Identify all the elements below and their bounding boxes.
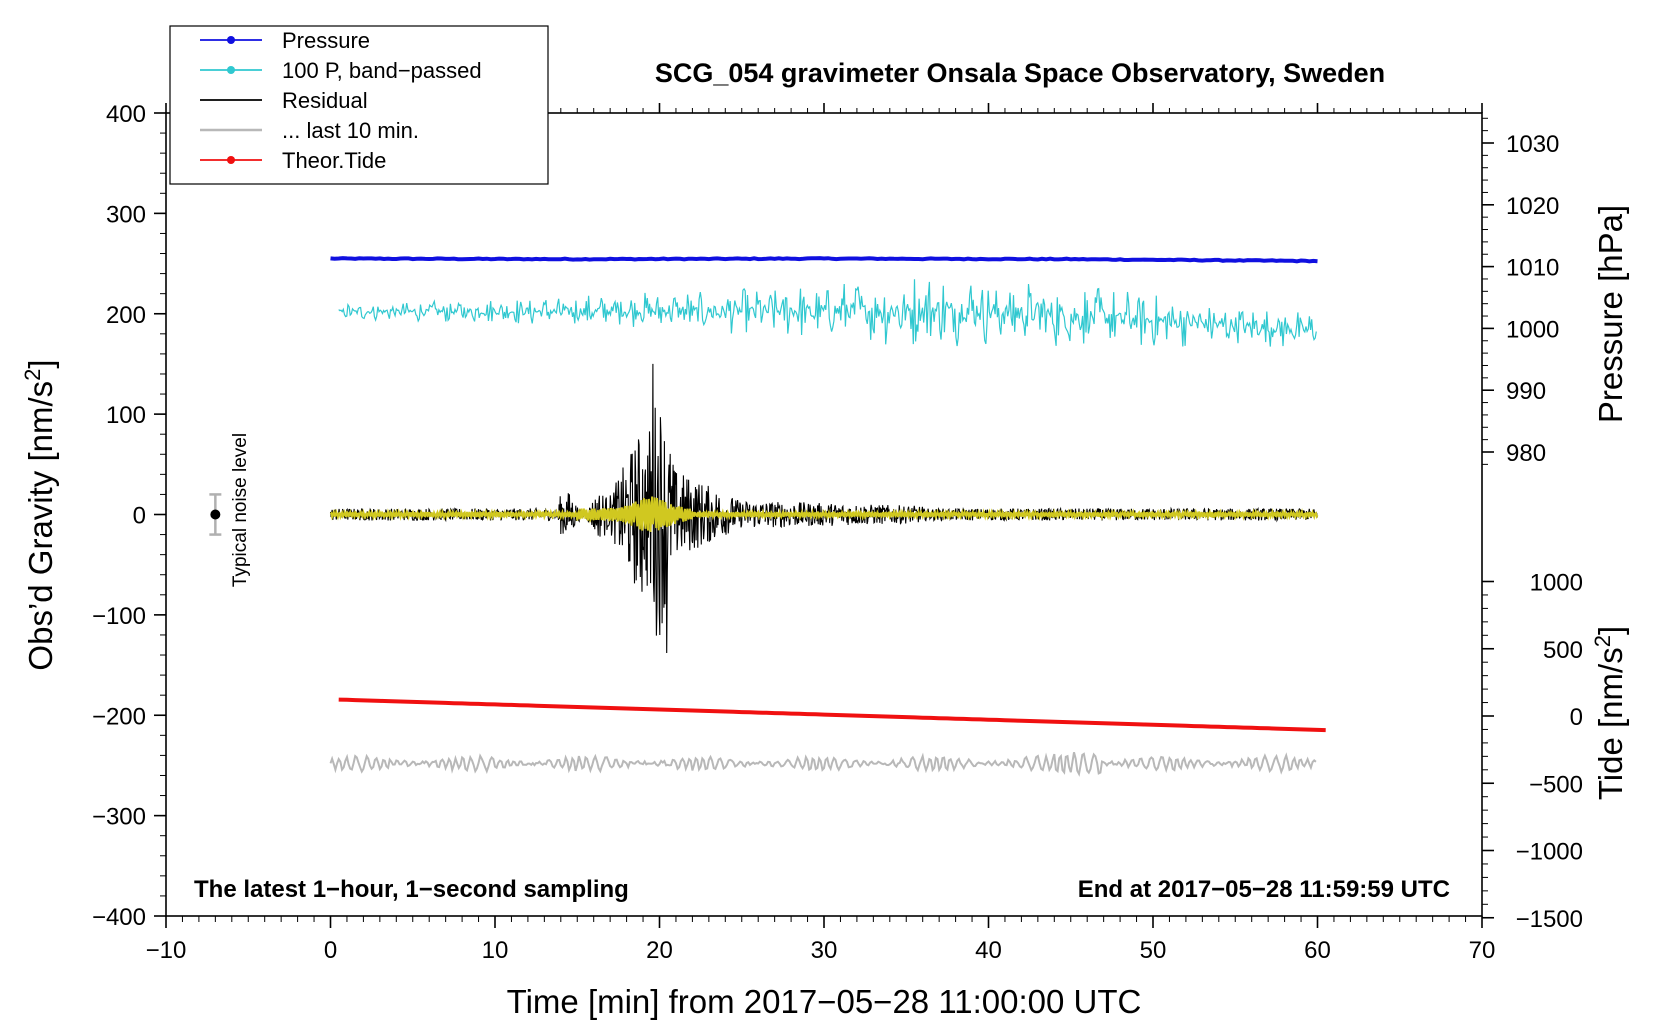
y-axis-label-tide-sup: 2 <box>1590 635 1615 647</box>
x-tick-label: −10 <box>146 937 187 964</box>
noise-level-label: Typical noise level <box>230 433 251 587</box>
y-axis-label-tide-close: ] <box>1592 626 1629 635</box>
y-left-tick-label: 100 <box>106 402 146 429</box>
legend-marker-pressure <box>227 36 235 44</box>
annotation-sampling: The latest 1−hour, 1−second sampling <box>194 876 629 903</box>
series-pressure-line <box>330 256 1318 264</box>
annotation-end-time: End at 2017−05−28 11:59:59 UTC <box>1078 876 1450 903</box>
pressure-tick-label: 1010 <box>1506 255 1559 282</box>
pressure-tick-label: 1000 <box>1506 316 1559 343</box>
tide-tick-label: −1500 <box>1516 906 1583 933</box>
noise-level-indicator: Typical noise level <box>209 433 251 587</box>
x-tick-label: 10 <box>482 937 509 964</box>
legend-box <box>169 25 549 185</box>
y-left-tick-label: −100 <box>92 603 146 630</box>
tick-label-layer: −10 0 10 20 30 40 50 60 704003002001000−100−200−… <box>92 101 1583 964</box>
legend-label-pressure: Pressure <box>282 28 370 53</box>
legend-label-theor-tide: Theor.Tide <box>282 148 386 173</box>
series-last10-offset-line <box>329 752 1317 777</box>
tide-tick-label: 1000 <box>1530 570 1583 597</box>
x-axis-label: Time [min] from 2017−05−28 11:00:00 UTC <box>507 983 1142 1020</box>
pressure-tick-label: 1030 <box>1506 131 1559 158</box>
y-axis-label-left: Obs’d Gravity [nm/s2] <box>20 359 59 670</box>
legend-marker-theor-tide <box>227 156 235 164</box>
x-tick-label: 20 <box>646 937 673 964</box>
x-tick-label: 50 <box>1140 937 1167 964</box>
legend: Pressure 100 P, band−passed Residual ... la… <box>169 25 549 185</box>
legend-label-last-10-min: ... last 10 min. <box>282 118 419 143</box>
noise-bar-center-dot <box>210 509 221 520</box>
y-axis-label-pressure: Pressure [hPa] <box>1592 205 1629 423</box>
series-theor-tide-line <box>338 697 1326 733</box>
y-axis-label-left-text: Obs’d Gravity [nm/s <box>22 381 59 671</box>
pressure-tick-label: 990 <box>1506 378 1546 405</box>
pressure-tick-label: 1020 <box>1506 193 1559 220</box>
tide-tick-label: −1000 <box>1516 839 1583 866</box>
x-tick-label: 70 <box>1469 937 1496 964</box>
y-left-tick-label: −200 <box>92 703 146 730</box>
y-left-tick-label: 400 <box>106 101 146 128</box>
y-axis-label-tide-text: Tide [nm/s <box>1592 647 1629 800</box>
y-axis-label-tide: Tide [nm/s2] <box>1590 626 1629 800</box>
x-tick-label: 40 <box>975 937 1002 964</box>
legend-label-100-p-band-passed: 100 P, band−passed <box>282 58 482 83</box>
y-left-tick-label: −300 <box>92 804 146 831</box>
x-tick-label: 0 <box>324 937 337 964</box>
series-layer <box>329 256 1326 777</box>
y-axis-label-left-sup: 2 <box>20 369 45 381</box>
x-tick-label: 60 <box>1304 937 1331 964</box>
series-last10-overlay-line <box>329 496 1319 532</box>
y-left-tick-label: −400 <box>92 904 146 931</box>
legend-items: Pressure 100 P, band−passed Residual ... la… <box>200 28 482 173</box>
chart-title: SCG_054 gravimeter Onsala Space Observat… <box>655 58 1385 88</box>
series-bandpassed-line <box>338 279 1317 347</box>
y-axis-label-left-close: ] <box>22 359 59 368</box>
legend-marker-100-p-band-passed <box>227 66 235 74</box>
tide-tick-label: 500 <box>1543 637 1583 664</box>
pressure-tick-label: 980 <box>1506 440 1546 467</box>
y-left-tick-label: 200 <box>106 302 146 329</box>
y-left-tick-label: 0 <box>133 503 146 530</box>
tide-tick-label: 0 <box>1570 704 1583 731</box>
y-left-tick-label: 300 <box>106 201 146 228</box>
series-residual-line <box>329 363 1318 654</box>
tide-tick-label: −500 <box>1529 771 1583 798</box>
legend-label-residual: Residual <box>282 88 368 113</box>
x-tick-label: 30 <box>811 937 838 964</box>
